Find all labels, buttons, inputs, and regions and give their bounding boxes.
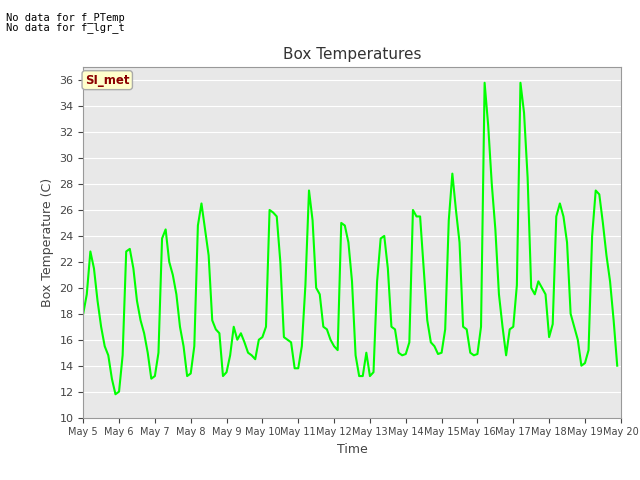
Title: Box Temperatures: Box Temperatures [283,47,421,62]
Legend: Tower Air T: Tower Air T [295,476,409,480]
Text: No data for f_PTemp: No data for f_PTemp [6,12,125,23]
X-axis label: Time: Time [337,443,367,456]
Text: SI_met: SI_met [85,73,129,87]
Y-axis label: Box Temperature (C): Box Temperature (C) [41,178,54,307]
Text: No data for f_lgr_t: No data for f_lgr_t [6,22,125,33]
